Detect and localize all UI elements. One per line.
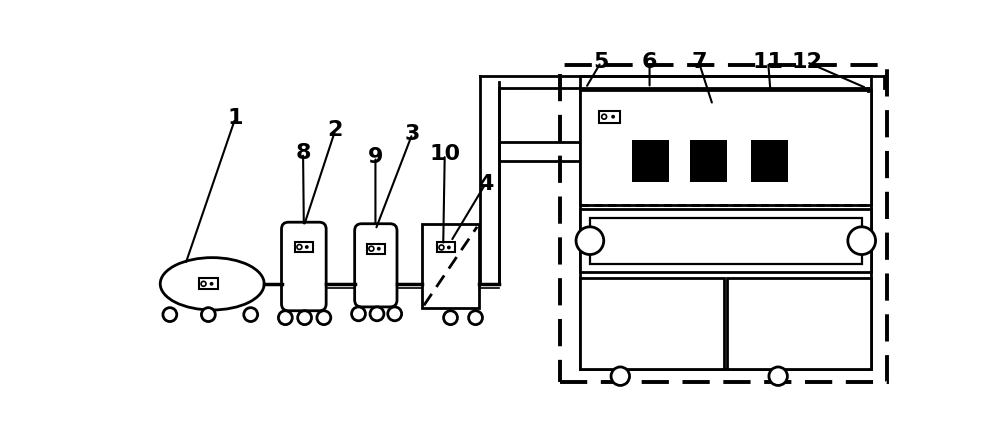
Text: 2: 2 bbox=[328, 120, 343, 140]
Text: 5: 5 bbox=[593, 52, 609, 72]
Bar bbox=[599, 110, 620, 123]
Circle shape bbox=[201, 281, 206, 286]
Circle shape bbox=[244, 308, 258, 322]
FancyBboxPatch shape bbox=[355, 224, 397, 307]
Circle shape bbox=[305, 245, 309, 249]
Circle shape bbox=[447, 246, 451, 249]
Circle shape bbox=[576, 227, 604, 254]
Text: 7: 7 bbox=[691, 52, 707, 72]
Text: 12: 12 bbox=[791, 52, 822, 72]
Ellipse shape bbox=[160, 257, 264, 310]
Bar bbox=[367, 244, 385, 254]
Circle shape bbox=[769, 367, 787, 385]
Circle shape bbox=[352, 307, 365, 321]
Circle shape bbox=[388, 307, 402, 321]
Circle shape bbox=[201, 308, 215, 322]
Circle shape bbox=[370, 307, 384, 321]
Text: 4: 4 bbox=[478, 174, 493, 194]
Circle shape bbox=[611, 115, 615, 119]
Circle shape bbox=[602, 114, 607, 119]
Bar bbox=[590, 217, 862, 264]
Circle shape bbox=[210, 282, 213, 286]
Bar bbox=[580, 278, 724, 369]
Text: 3: 3 bbox=[405, 124, 420, 143]
Bar bbox=[560, 65, 887, 382]
Bar bbox=[580, 209, 871, 272]
Bar bbox=[295, 242, 313, 252]
Circle shape bbox=[317, 311, 331, 325]
Circle shape bbox=[439, 245, 444, 250]
Bar bbox=[437, 242, 455, 253]
Text: 9: 9 bbox=[368, 147, 383, 167]
Text: 6: 6 bbox=[642, 52, 657, 72]
Text: 1: 1 bbox=[228, 108, 243, 128]
Circle shape bbox=[298, 311, 312, 325]
Bar bbox=[580, 90, 871, 205]
Bar bbox=[632, 140, 669, 182]
Bar bbox=[422, 224, 479, 308]
Circle shape bbox=[377, 247, 381, 251]
Circle shape bbox=[163, 308, 177, 322]
Circle shape bbox=[278, 311, 292, 325]
Circle shape bbox=[469, 311, 482, 325]
Circle shape bbox=[444, 311, 457, 325]
Text: 11: 11 bbox=[753, 52, 784, 72]
Bar bbox=[690, 140, 727, 182]
Bar bbox=[580, 76, 871, 369]
Circle shape bbox=[611, 367, 630, 385]
Bar bbox=[199, 279, 218, 289]
FancyBboxPatch shape bbox=[282, 222, 326, 311]
Bar bbox=[751, 140, 788, 182]
Circle shape bbox=[848, 227, 876, 254]
Bar bbox=[727, 278, 871, 369]
Text: 8: 8 bbox=[295, 143, 311, 163]
Circle shape bbox=[297, 245, 302, 249]
Circle shape bbox=[369, 246, 374, 251]
Text: 10: 10 bbox=[429, 144, 460, 165]
